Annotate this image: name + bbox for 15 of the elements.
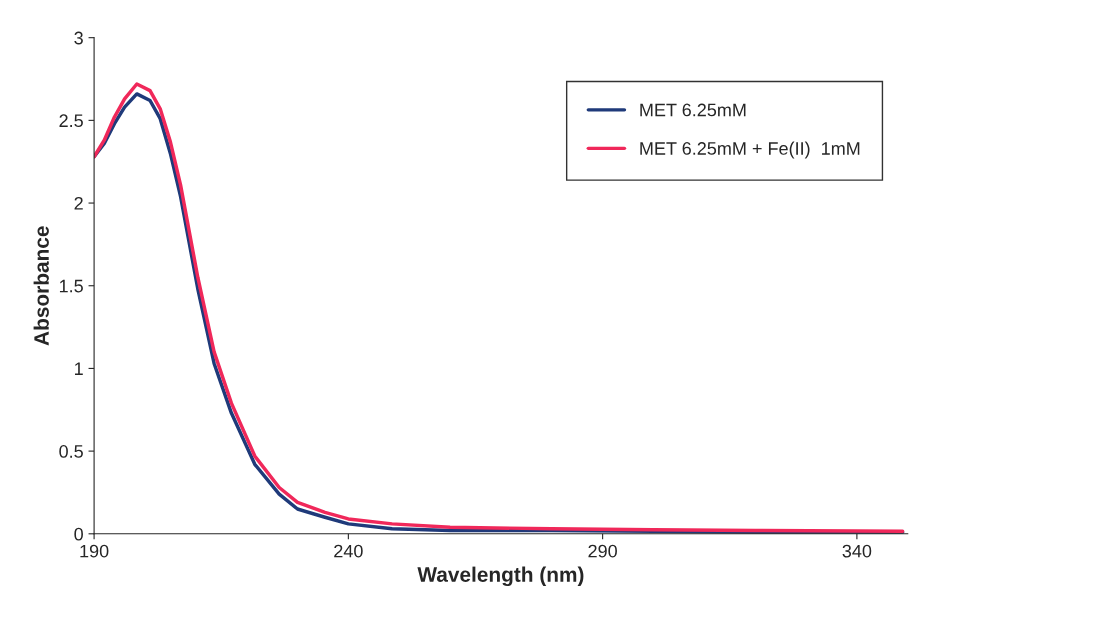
y-tick-label: 1 [75, 362, 83, 375]
legend-label: MET 6.25mM [640, 103, 746, 117]
y-axis-title: Absorbance [33, 226, 49, 346]
y-tick-label: 3 [74, 31, 83, 45]
x-tick-label: 240 [334, 544, 363, 558]
y-tick-label: 1.5 [59, 279, 83, 293]
x-tick-label: 340 [842, 544, 872, 558]
y-tick-label: 0 [74, 527, 83, 541]
x-tick-label: 190 [80, 544, 109, 558]
y-tick-label: 0.5 [59, 445, 83, 458]
y-tick-label: 2.5 [59, 114, 83, 128]
legend-label: MET 6.25mM + Fe(II) 1mM [640, 141, 860, 159]
x-axis-title: Wavelength (nm) [417, 566, 584, 587]
x-tick-label: 290 [588, 544, 617, 558]
y-tick-label: 2 [74, 196, 83, 210]
